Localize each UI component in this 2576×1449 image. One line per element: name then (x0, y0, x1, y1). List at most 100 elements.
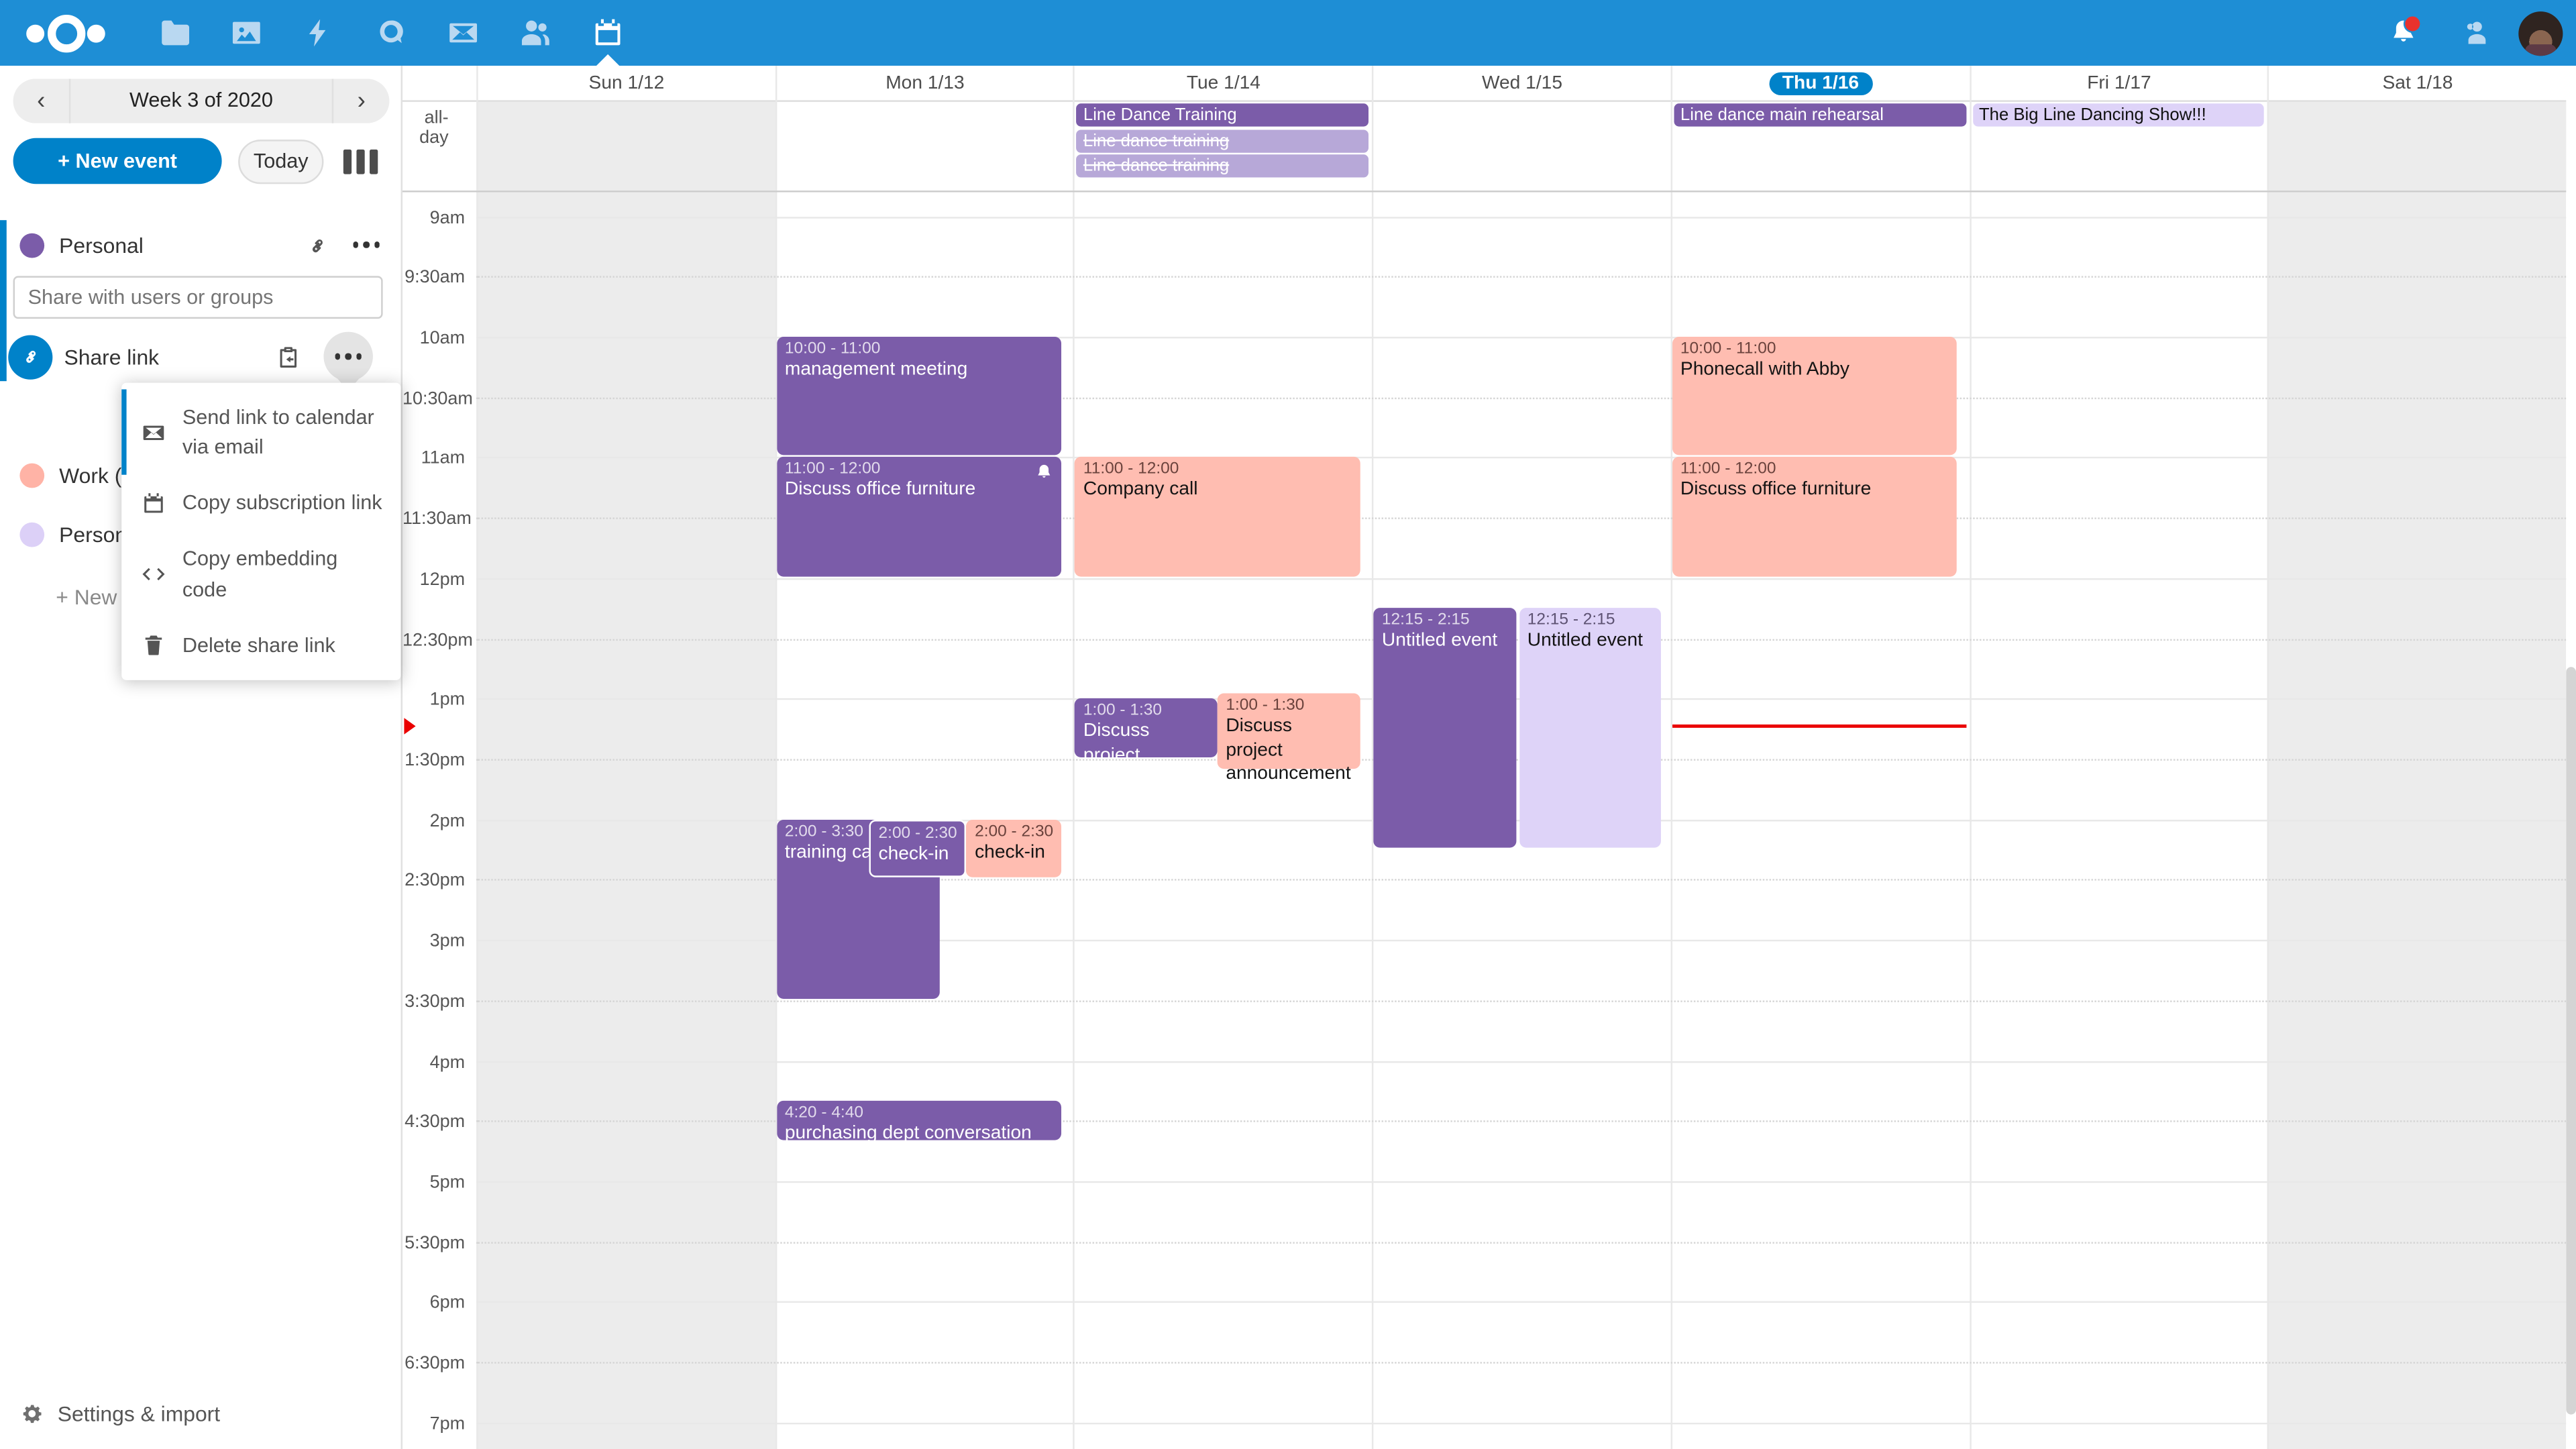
allday-cell[interactable] (775, 101, 1073, 191)
time-label: 11:30am (402, 509, 472, 529)
event-card[interactable]: 12:15 - 2:15 Untitled event (1373, 608, 1517, 848)
day-column[interactable]: 12:15 - 2:15 Untitled event 12:15 - 2:15 Un… (1372, 192, 1670, 1449)
new-calendar-link[interactable]: + New c (56, 584, 134, 610)
day-header-tue[interactable]: Tue 1/14 (1073, 65, 1372, 102)
time-label: 2:30pm (405, 871, 466, 892)
time-label: 10am (419, 328, 466, 349)
previous-week-button[interactable]: ‹ (37, 87, 46, 115)
event-card[interactable]: 11:00 - 12:00 Company call (1075, 457, 1360, 577)
talk-icon (380, 20, 403, 44)
allday-event-chip[interactable]: The Big Line Dancing Show!!! (1972, 103, 2265, 127)
menu-item-copy-subscription-link[interactable]: Copy subscription link (121, 475, 400, 531)
allday-row: all-day Line Dance Training Line dance tr… (402, 101, 2567, 193)
event-time: 2:00 - 3:30 (784, 822, 863, 841)
allday-cell[interactable]: The Big Line Dancing Show!!! (1969, 101, 2267, 191)
allday-cell[interactable] (2267, 101, 2567, 191)
event-card[interactable]: 11:00 - 12:00 Discuss office furniture (776, 457, 1062, 577)
current-time-line (1672, 724, 1966, 729)
time-label: 9:30am (405, 268, 466, 288)
day-column[interactable]: 10:00 - 11:00 Phonecall with Abby 11:00 - … (1670, 192, 1969, 1449)
event-card[interactable]: 2:00 - 3:30 training call (776, 819, 941, 999)
navbar-right (2374, 0, 2576, 66)
calendar-color-dot (19, 462, 45, 488)
day-label: Mon 1/13 (885, 74, 965, 94)
notifications-button[interactable] (2374, 0, 2433, 66)
event-card[interactable]: 10:00 - 11:00 Phonecall with Abby (1672, 336, 1957, 456)
time-label: 6pm (429, 1293, 466, 1313)
app-calendar[interactable] (572, 0, 644, 66)
time-label: 3pm (429, 931, 466, 952)
top-navbar (0, 0, 2576, 66)
day-label: Fri 1/17 (2087, 74, 2151, 94)
contacts-menu-button[interactable] (2447, 0, 2506, 66)
scrollbar-thumb[interactable] (2566, 667, 2576, 1415)
day-header-sat[interactable]: Sat 1/18 (2267, 65, 2566, 102)
share-link-icon[interactable] (305, 233, 329, 258)
event-title: check-in (878, 844, 949, 864)
share-link-more-button[interactable] (323, 331, 373, 391)
copy-clipboard-icon[interactable] (276, 344, 301, 369)
app-activity[interactable] (282, 0, 355, 66)
allday-event-chip[interactable]: Line dance main rehearsal (1674, 103, 1966, 127)
event-card[interactable]: 11:00 - 12:00 Discuss office furniture (1672, 457, 1957, 577)
allday-cell[interactable] (476, 101, 775, 191)
calendar-more-button[interactable] (352, 241, 380, 248)
settings-import-button[interactable]: Settings & import (0, 1393, 402, 1433)
app-talk[interactable] (355, 0, 427, 66)
new-event-button[interactable]: + New event (13, 138, 222, 184)
app-photos[interactable] (210, 0, 282, 66)
sidebar-item-personal-calendar[interactable]: Personal (0, 220, 402, 269)
app-mail[interactable] (427, 0, 500, 66)
day-label: Tue 1/14 (1186, 74, 1260, 94)
menu-item-label: Delete share link (182, 633, 335, 657)
lightning-icon (309, 19, 326, 47)
menu-item-copy-embedding-code[interactable]: Copy embedding code (121, 531, 400, 617)
menu-item-delete-share-link[interactable]: Delete share link (121, 617, 400, 674)
day-label: Wed 1/15 (1481, 74, 1562, 94)
today-button[interactable]: Today (238, 138, 324, 184)
nextcloud-logo[interactable] (23, 13, 108, 53)
allday-event-chip[interactable]: Line dance training (1077, 129, 1369, 152)
share-link-row[interactable]: Share link (0, 331, 402, 391)
day-column[interactable]: 10:00 - 11:00 management meeting 11:00 - 1… (775, 192, 1073, 1449)
day-header-thu[interactable]: Thu 1/16 (1670, 65, 1969, 102)
day-header-fri[interactable]: Fri 1/17 (1969, 65, 2267, 102)
menu-item-label: Send link to calendar via email (182, 405, 374, 459)
allday-cell[interactable]: Line dance main rehearsal (1670, 101, 1969, 191)
time-grid: 10:00 - 11:00 management meeting 11:00 - 1… (402, 192, 2567, 1449)
share-input[interactable] (13, 276, 383, 319)
event-card[interactable]: 2:00 - 2:30 check-in (868, 819, 967, 878)
app-contacts[interactable] (499, 0, 572, 66)
grid-line (476, 396, 2567, 399)
app-files[interactable] (138, 0, 211, 66)
settings-import-label: Settings & import (57, 1400, 221, 1426)
time-label: 12:30pm (402, 630, 473, 650)
event-card[interactable]: 10:00 - 11:00 management meeting (776, 336, 1062, 456)
user-avatar[interactable] (2518, 10, 2563, 56)
allday-cell[interactable]: Line Dance Training Line dance training Li… (1073, 101, 1372, 191)
sidebar: ‹ Week 3 of 2020 › + New event Today Per… (0, 65, 403, 1449)
view-switcher-icon[interactable] (343, 148, 378, 174)
event-time: 11:00 - 12:00 (1680, 460, 1776, 479)
event-time: 4:20 - 4:40 (784, 1104, 863, 1122)
event-time: 1:00 - 1:30 (1083, 702, 1163, 720)
event-card[interactable]: 12:15 - 2:15 Untitled event (1519, 608, 1662, 848)
allday-event-chip[interactable]: Line dance training (1077, 154, 1369, 178)
event-card[interactable]: 2:00 - 2:30 check-in (966, 819, 1062, 878)
day-header-mon[interactable]: Mon 1/13 (775, 65, 1073, 102)
event-title: Discuss project announcement (1226, 716, 1351, 784)
sidebar-actions: + New event Today (13, 138, 390, 184)
event-card[interactable]: 4:20 - 4:40 purchasing dept conversation (776, 1100, 1062, 1144)
allday-cell[interactable] (1372, 101, 1670, 191)
navbar-left (0, 0, 644, 66)
menu-item-send-link-email[interactable]: Send link to calendar via email (121, 389, 400, 476)
next-week-button[interactable]: › (357, 87, 366, 115)
week-label[interactable]: Week 3 of 2020 (68, 78, 334, 123)
day-header-sun[interactable]: Sun 1/12 (476, 65, 775, 102)
event-title: Discuss office furniture (1680, 480, 1872, 500)
scrollbar-track (2566, 192, 2576, 1449)
day-header-wed[interactable]: Wed 1/15 (1372, 65, 1670, 102)
allday-event-chip[interactable]: Line Dance Training (1077, 103, 1369, 127)
